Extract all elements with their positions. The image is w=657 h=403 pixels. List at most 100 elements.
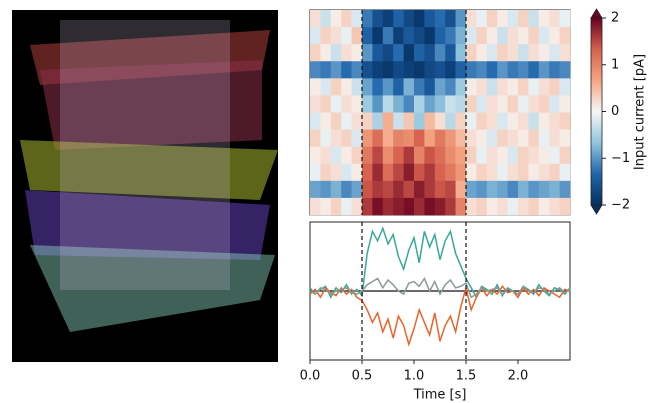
colorbar-tick-label: 0 (611, 104, 619, 119)
heatmap-cell (445, 112, 456, 130)
heatmap-cell (476, 129, 488, 147)
heatmap-cell (424, 146, 436, 165)
heatmap-cell (434, 61, 446, 79)
heatmap-cell (445, 146, 456, 165)
heatmap-cell (320, 44, 332, 62)
heatmap-cell (528, 129, 540, 147)
heatmap-cell (466, 78, 477, 96)
heatmap-cell (351, 95, 363, 113)
heatmap-cell (476, 180, 488, 199)
heatmap-cell (372, 180, 384, 199)
heatmap-cell (424, 163, 436, 182)
heatmap-cell (341, 146, 352, 165)
heatmap-cell (528, 163, 540, 182)
heatmap-cell (434, 78, 446, 96)
heatmap-cell (455, 78, 467, 96)
heatmap-cell (320, 10, 332, 28)
heatmap-cell (559, 197, 571, 216)
heatmap-cell (403, 197, 415, 216)
heatmap-cell (414, 61, 425, 79)
heatmap-cell (549, 180, 560, 199)
heatmap-cell (507, 180, 519, 199)
heatmap-cell (372, 95, 384, 113)
heatmap-cell (424, 129, 436, 147)
heatmap-cell (538, 44, 550, 62)
heatmap-cell (351, 197, 363, 216)
heatmap-cell (559, 112, 571, 130)
heatmap-cell (424, 197, 436, 216)
heatmap-cell (382, 44, 394, 62)
heatmap-cell (538, 27, 550, 45)
heatmap-cell (445, 180, 456, 199)
heatmap-cell (414, 129, 425, 147)
heatmap-cell (320, 197, 332, 216)
heatmap-cell (310, 146, 321, 165)
heatmap-cell (330, 61, 342, 79)
heatmap-cell (476, 163, 488, 182)
heatmap-cell (434, 180, 446, 199)
heatmap-cell (341, 129, 352, 147)
colorbar-tick-label: −1 (611, 151, 630, 166)
heatmap-cell (434, 129, 446, 147)
heatmap-cell (455, 197, 467, 216)
heatmap-cell (486, 112, 498, 130)
heatmap-cell (362, 44, 373, 62)
heatmap-cell (341, 10, 352, 28)
heatmap-cell (424, 10, 436, 28)
heatmap-cell (434, 95, 446, 113)
heatmap-cell (445, 129, 456, 147)
heatmap-cell (424, 78, 436, 96)
heatmap-cell (455, 61, 467, 79)
heatmap-cell (310, 197, 321, 216)
heatmap-cell (414, 10, 425, 28)
heatmap-cell (507, 78, 519, 96)
heatmap-cell (330, 27, 342, 45)
heatmap-cell (497, 44, 508, 62)
heatmap-cell (403, 78, 415, 96)
heatmap-cell (549, 146, 560, 165)
heatmap-cell (414, 95, 425, 113)
heatmap-cell (330, 129, 342, 147)
heatmap-cell (518, 146, 529, 165)
heatmap-cell (372, 112, 384, 130)
heatmap-cell (466, 180, 477, 199)
heatmap-cell (549, 27, 560, 45)
heatmap-cell (455, 112, 467, 130)
heatmap-cell (372, 163, 384, 182)
heatmap-cell (414, 197, 425, 216)
heatmap-cell (549, 10, 560, 28)
trace-line (309, 276, 571, 299)
heatmap-cell (445, 61, 456, 79)
heatmap-cell (320, 95, 332, 113)
heatmap-cell (372, 61, 384, 79)
heatmap-cell (341, 95, 352, 113)
heatmap-cell (528, 44, 540, 62)
heatmap-cell (476, 197, 488, 216)
heatmap-cell (320, 27, 332, 45)
heatmap-cell (382, 163, 394, 182)
colorbar-tick-label: −2 (611, 198, 630, 213)
heatmap-cell (476, 112, 488, 130)
heatmap-cell (538, 163, 550, 182)
heatmap-cell (497, 61, 508, 79)
heatmap-cell (382, 78, 394, 96)
heatmap-cell (403, 146, 415, 165)
heatmap-cell (528, 112, 540, 130)
heatmap-cell (434, 112, 446, 130)
layer-2 (40, 60, 262, 150)
heatmap-cell (320, 146, 332, 165)
heatmap-cell (362, 61, 373, 79)
heatmap-cell (549, 61, 560, 79)
heatmap-cell (486, 44, 498, 62)
heatmap-cell (507, 129, 519, 147)
trace-line (309, 226, 571, 299)
heatmap-cell (528, 180, 540, 199)
heatmap-cell (528, 146, 540, 165)
heatmap-cell (497, 112, 508, 130)
heatmap-cell (507, 27, 519, 45)
heatmap-cell (403, 95, 415, 113)
layer-3 (20, 140, 278, 200)
heatmap-cell (393, 180, 404, 199)
heatmap-cell (538, 61, 550, 79)
heatmap-cell (455, 180, 467, 199)
